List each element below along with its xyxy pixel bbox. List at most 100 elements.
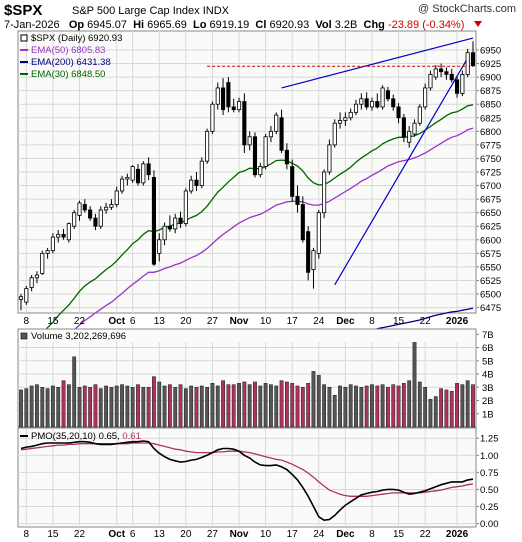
pmo-tick-label: 1.25 xyxy=(480,434,499,445)
candle-body xyxy=(300,204,305,241)
candle-body xyxy=(40,252,45,274)
volume-bar xyxy=(226,384,231,428)
candle-body xyxy=(322,171,327,214)
price-tick-label: 6850 xyxy=(480,100,501,111)
candle-body xyxy=(268,130,273,138)
candle-body xyxy=(306,231,311,273)
x-tick-label-bottom: 8 xyxy=(24,529,30,540)
candle-body xyxy=(221,87,226,111)
x-tick-label: Dec xyxy=(336,316,355,327)
volume-tick-label: 7B xyxy=(482,330,494,341)
x-tick-label-bottom: 2026 xyxy=(446,529,469,540)
candle-body xyxy=(423,87,428,108)
volume-bar xyxy=(98,388,103,428)
index-name: S&P 500 Large Cap Index xyxy=(72,5,200,17)
candle-body xyxy=(465,52,470,75)
volume-bar xyxy=(19,389,23,428)
pmo-tick-label: 0.00 xyxy=(480,519,499,530)
volume-short-value: 3.2B xyxy=(334,19,358,31)
candle-body xyxy=(236,101,242,111)
low-value: 6919.19 xyxy=(209,19,250,31)
x-tick-label: 24 xyxy=(313,316,325,327)
volume-bar xyxy=(322,384,327,428)
volume-bar xyxy=(194,387,199,428)
x-axis: 8 8 15 15 22 22 Oct Oct 6 6 13 13 20 20 27 27 Nov Nov 10 10… xyxy=(24,316,469,540)
x-tick-label: 8 xyxy=(369,316,375,327)
x-tick-label: Oct xyxy=(108,316,125,327)
price-tick-label: 6875 xyxy=(480,86,501,97)
legend-ema50: EMA(50) 6805.83 xyxy=(31,45,105,56)
volume-tick-label: 4B xyxy=(482,370,494,381)
low-label: Lo xyxy=(193,19,207,31)
volume-tick-label: 6B xyxy=(482,343,494,354)
rising-trendline xyxy=(334,57,469,286)
x-tick-label: 15 xyxy=(393,316,405,327)
x-tick-label: 27 xyxy=(207,316,219,327)
price-tick-label: 6725 xyxy=(480,168,501,179)
candle-body xyxy=(72,212,77,227)
pmo-panel-frame xyxy=(17,427,477,528)
volume-bar xyxy=(354,385,358,428)
volume-bar xyxy=(407,380,412,428)
price-tick-label: 6675 xyxy=(480,195,501,206)
x-tick-label-bottom: 27 xyxy=(207,529,219,540)
candle-body xyxy=(157,239,162,254)
legend-ema30: EMA(30) 6848.50 xyxy=(31,69,105,80)
volume-bar xyxy=(460,384,465,428)
candle-body xyxy=(385,90,390,100)
volume-bar xyxy=(279,380,284,428)
volume-bar xyxy=(24,388,29,428)
x-tick-label-bottom: 13 xyxy=(154,529,166,540)
candle-body xyxy=(125,177,130,180)
candle-body xyxy=(470,52,476,67)
candle-body xyxy=(407,130,412,143)
x-tick-label: 20 xyxy=(180,316,192,327)
candle-body xyxy=(162,225,167,241)
candle-body xyxy=(428,73,433,89)
candle-body xyxy=(460,73,465,94)
candle-body xyxy=(104,206,109,211)
candle-body xyxy=(141,163,146,184)
candle-body xyxy=(449,73,454,81)
candle-body xyxy=(454,79,460,94)
volume-tick-label: 1B xyxy=(482,409,494,420)
candle-body xyxy=(417,106,422,124)
volume-bar xyxy=(189,385,194,428)
candle-body xyxy=(167,225,172,230)
price-tick-label: 6625 xyxy=(480,222,501,233)
candle-body xyxy=(332,122,337,146)
volume-bar xyxy=(237,383,241,428)
volume-bar xyxy=(364,385,369,428)
volume-bar xyxy=(423,387,428,428)
x-tick-label: 13 xyxy=(154,316,166,327)
candle-body xyxy=(119,178,125,192)
candle-body xyxy=(348,111,353,119)
candle-body xyxy=(77,202,82,216)
candle-body xyxy=(205,130,210,162)
change-value: -23.89 (-0.34%) xyxy=(387,19,465,31)
volume-bar xyxy=(72,356,77,428)
volume-bar xyxy=(316,375,321,428)
candle-body xyxy=(396,106,401,119)
price-tick-label: 6575 xyxy=(480,249,501,260)
ticker-name: S&P 500 Large Cap Index INDX xyxy=(72,5,229,17)
x-tick-label-bottom: Oct xyxy=(108,529,125,540)
price-tick-label: 6825 xyxy=(480,113,501,124)
candle-body xyxy=(189,179,194,192)
x-tick-label: 2026 xyxy=(446,316,469,327)
volume-bar xyxy=(412,336,417,428)
volume-bar xyxy=(391,384,396,428)
volume-bar xyxy=(263,383,268,428)
volume-bar xyxy=(455,383,459,428)
close-label: Cl xyxy=(255,19,267,31)
volume-bar xyxy=(77,387,82,428)
volume-bar xyxy=(40,387,45,428)
volume-bar xyxy=(29,385,34,428)
x-tick-label-bottom: 20 xyxy=(180,529,192,540)
volume-bar xyxy=(35,384,39,428)
volume-bar xyxy=(136,384,140,428)
candle-body xyxy=(199,160,204,186)
pmo-line xyxy=(20,440,474,522)
candle-body xyxy=(311,250,316,271)
candle-body xyxy=(263,136,268,167)
